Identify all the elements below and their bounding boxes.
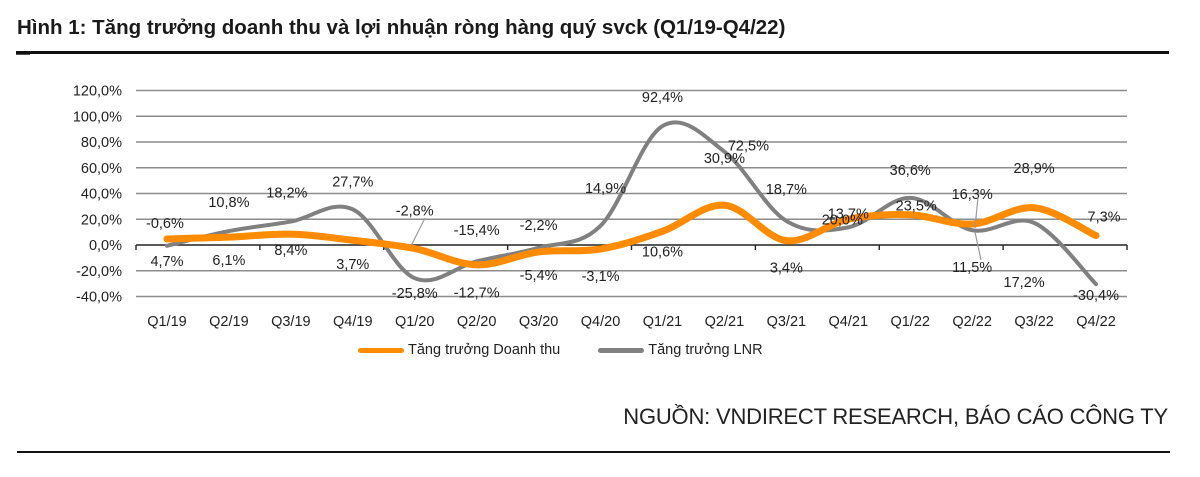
x-tick-label: Q1/21	[643, 314, 683, 330]
x-tick-label: Q4/20	[581, 314, 621, 330]
y-tick-label: -20,0%	[76, 264, 122, 280]
profit-data-label: -0,6%	[146, 216, 184, 232]
x-tick-label: Q3/20	[519, 314, 559, 330]
revenue-data-label: -2,8%	[396, 204, 434, 220]
x-tick-label: Q3/21	[767, 314, 807, 330]
leader-line	[410, 217, 426, 247]
profit-data-label: 72,5%	[728, 139, 769, 155]
y-tick-label: 80,0%	[81, 135, 122, 151]
profit-data-label: 92,4%	[642, 90, 683, 106]
x-axis: Q1/19 Q2/19 Q3/19 Q4/19 Q1/20 Q2/20 Q3/20 Q4/20…	[135, 244, 1128, 330]
profit-data-label: 11,5%	[952, 260, 992, 276]
y-tick-label: 60,0%	[81, 161, 122, 177]
revenue-data-label: 28,9%	[1014, 161, 1055, 177]
profit-data-label: -12,7%	[454, 285, 500, 301]
revenue-data-label: 23,5%	[896, 199, 937, 215]
profit-data-label: -30,4%	[1073, 288, 1119, 304]
figure-title: Hình 1: Tăng trưởng doanh thu và lợi nhu…	[17, 16, 786, 39]
profit-data-label: 18,7%	[766, 182, 807, 198]
revenue-data-label: 20,0%	[822, 212, 863, 228]
x-tick-label: Q4/22	[1076, 314, 1116, 330]
revenue-data-label: 7,3%	[1088, 210, 1121, 226]
title-rule-accent	[16, 54, 30, 55]
profit-data-label: -25,8%	[392, 286, 438, 302]
y-tick-label: 120,0%	[73, 84, 122, 100]
profit-data-label: 13,7%	[828, 206, 869, 222]
grid-lines	[136, 89, 1127, 298]
leader-line	[974, 196, 979, 229]
revenue-data-label: -3,1%	[582, 269, 620, 285]
profit-data-label: 17,2%	[1004, 275, 1045, 291]
revenue-data-label: 3,7%	[336, 257, 369, 273]
legend-swatch-revenue	[358, 347, 404, 353]
x-tick-label: Q1/22	[890, 314, 930, 330]
x-tick-label: Q1/19	[147, 314, 187, 330]
x-tick-label: Q2/22	[952, 314, 992, 330]
x-tick-label: Q4/21	[829, 314, 869, 330]
x-tick-label: Q2/20	[457, 314, 497, 330]
x-tick-label: Q4/19	[333, 314, 373, 330]
profit-data-label: 10,8%	[208, 195, 249, 211]
profit-data-label: 27,7%	[332, 174, 373, 190]
revenue-data-label: -15,4%	[454, 223, 500, 239]
legend-item-profit: Tăng trưởng LNR	[598, 342, 763, 358]
profit-data-label: -2,2%	[520, 218, 558, 234]
x-tick-label: Q3/19	[271, 314, 311, 330]
revenue-data-label: 16,3%	[952, 187, 993, 203]
legend-item-revenue: Tăng trưởng Doanh thu	[358, 342, 560, 358]
revenue-data-label: 6,1%	[212, 253, 245, 269]
line-chart: 120,0% 100,0% 80,0% 60,0% 40,0% 20,0% 0,0% -20,…	[73, 84, 1128, 330]
revenue-data-label: 10,6%	[642, 244, 683, 260]
revenue-data-label: 3,4%	[770, 261, 803, 277]
profit-growth-line	[164, 120, 1099, 287]
source-note: NGUỒN: VNDIRECT RESEARCH, BÁO CÁO CÔNG T…	[623, 404, 1168, 429]
profit-data-label: 14,9%	[585, 181, 626, 197]
chart-legend: Tăng trưởng Doanh thu Tăng trưởng LNR	[358, 342, 801, 358]
y-tick-label: 100,0%	[73, 109, 122, 125]
revenue-data-label: 8,4%	[274, 243, 307, 259]
bottom-rule	[17, 451, 1170, 453]
x-tick-label: Q3/22	[1014, 314, 1054, 330]
y-tick-label: 20,0%	[81, 212, 122, 228]
revenue-data-label: 30,9%	[704, 151, 745, 167]
y-tick-label: 0,0%	[89, 238, 122, 254]
legend-label-profit: Tăng trưởng LNR	[648, 342, 763, 358]
series-lines	[163, 120, 1100, 287]
profit-data-label: 36,6%	[890, 163, 931, 179]
legend-label-revenue: Tăng trưởng Doanh thu	[408, 342, 561, 358]
revenue-growth-line	[163, 201, 1100, 269]
y-tick-label: 40,0%	[81, 187, 122, 203]
y-axis-ticks: 120,0% 100,0% 80,0% 60,0% 40,0% 20,0% 0,0% -20,…	[73, 84, 122, 306]
x-tick-label: Q1/20	[395, 314, 435, 330]
revenue-data-label: -5,4%	[520, 268, 558, 284]
revenue-data-label: 4,7%	[150, 254, 183, 270]
y-tick-label: -40,0%	[76, 290, 122, 306]
legend-swatch-profit	[598, 347, 645, 353]
profit-data-label: 18,2%	[266, 186, 307, 202]
leader-line	[974, 231, 982, 261]
data-labels: 4,7% 6,1% 8,4% 3,7% -2,8% -15,4% -5,4% -3,1% 10,…	[146, 90, 1121, 304]
x-tick-label: Q2/21	[705, 314, 745, 330]
title-rule	[16, 51, 1169, 54]
x-tick-label: Q2/19	[209, 314, 249, 330]
